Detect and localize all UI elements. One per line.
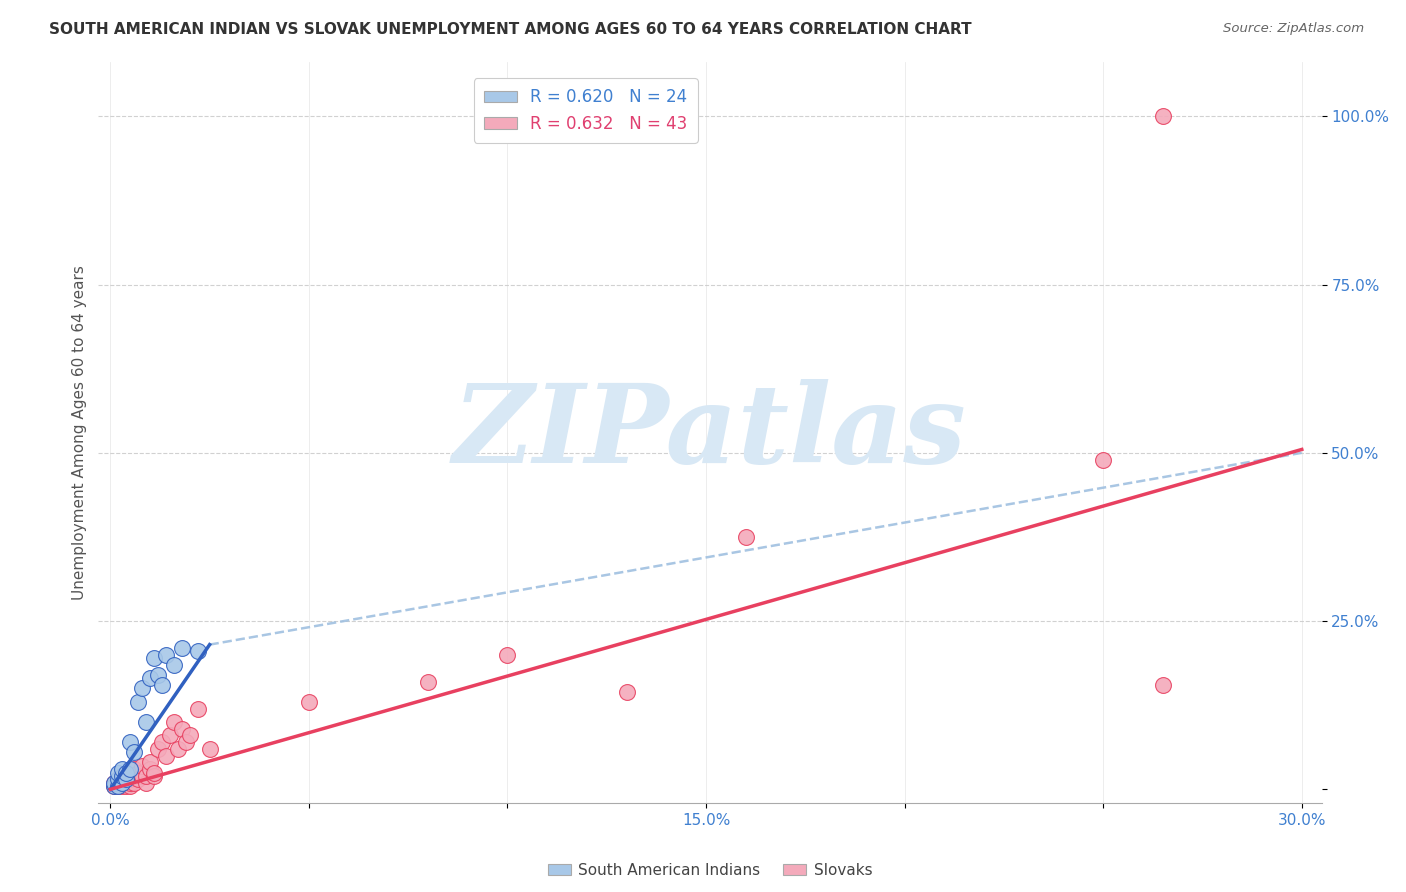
Point — [122, 762, 145, 776]
Point — [115, 772, 138, 787]
Point — [107, 779, 129, 793]
Point — [1092, 452, 1115, 467]
Point — [143, 765, 166, 780]
Point — [122, 745, 145, 759]
Point — [139, 671, 162, 685]
Point — [1152, 678, 1174, 692]
Text: Source: ZipAtlas.com: Source: ZipAtlas.com — [1223, 22, 1364, 36]
Point — [187, 644, 209, 658]
Point — [120, 772, 142, 787]
Point — [111, 762, 134, 776]
Point — [111, 775, 134, 789]
Point — [143, 651, 166, 665]
Point — [139, 756, 162, 770]
Point — [107, 779, 129, 793]
Text: ZIPatlas: ZIPatlas — [453, 379, 967, 486]
Point — [115, 779, 138, 793]
Point — [127, 772, 149, 787]
Point — [146, 668, 169, 682]
Point — [120, 735, 142, 749]
Point — [146, 742, 169, 756]
Point — [111, 775, 134, 789]
Y-axis label: Unemployment Among Ages 60 to 64 years: Unemployment Among Ages 60 to 64 years — [72, 265, 87, 600]
Point — [107, 772, 129, 787]
Point — [107, 775, 129, 789]
Point — [122, 769, 145, 783]
Point — [107, 772, 129, 787]
Point — [103, 775, 125, 789]
Point — [496, 648, 519, 662]
Point — [159, 729, 181, 743]
Point — [127, 695, 149, 709]
Point — [135, 775, 157, 789]
Point — [131, 681, 153, 696]
Point — [298, 695, 321, 709]
Point — [150, 735, 173, 749]
Point — [163, 657, 186, 672]
Point — [155, 648, 177, 662]
Point — [115, 765, 138, 780]
Point — [170, 640, 193, 655]
Point — [135, 769, 157, 783]
Point — [120, 762, 142, 776]
Point — [103, 775, 125, 789]
Point — [170, 722, 193, 736]
Point — [163, 714, 186, 729]
Point — [155, 748, 177, 763]
Point — [122, 775, 145, 789]
Text: SOUTH AMERICAN INDIAN VS SLOVAK UNEMPLOYMENT AMONG AGES 60 TO 64 YEARS CORRELATI: SOUTH AMERICAN INDIAN VS SLOVAK UNEMPLOY… — [49, 22, 972, 37]
Point — [131, 769, 153, 783]
Point — [115, 769, 138, 783]
Point — [1152, 109, 1174, 123]
Point — [150, 678, 173, 692]
Point — [111, 769, 134, 783]
Point — [111, 779, 134, 793]
Point — [103, 779, 125, 793]
Point — [120, 779, 142, 793]
Point — [131, 758, 153, 772]
Point — [135, 714, 157, 729]
Point — [179, 729, 201, 743]
Point — [616, 685, 638, 699]
Point — [103, 779, 125, 793]
Point — [416, 674, 439, 689]
Point — [139, 762, 162, 776]
Point — [127, 765, 149, 780]
Point — [143, 769, 166, 783]
Point — [120, 775, 142, 789]
Point — [198, 742, 221, 756]
Point — [187, 701, 209, 715]
Point — [734, 530, 756, 544]
Legend: South American Indians, Slovaks: South American Indians, Slovaks — [541, 857, 879, 884]
Point — [174, 735, 197, 749]
Point — [107, 765, 129, 780]
Point — [166, 742, 188, 756]
